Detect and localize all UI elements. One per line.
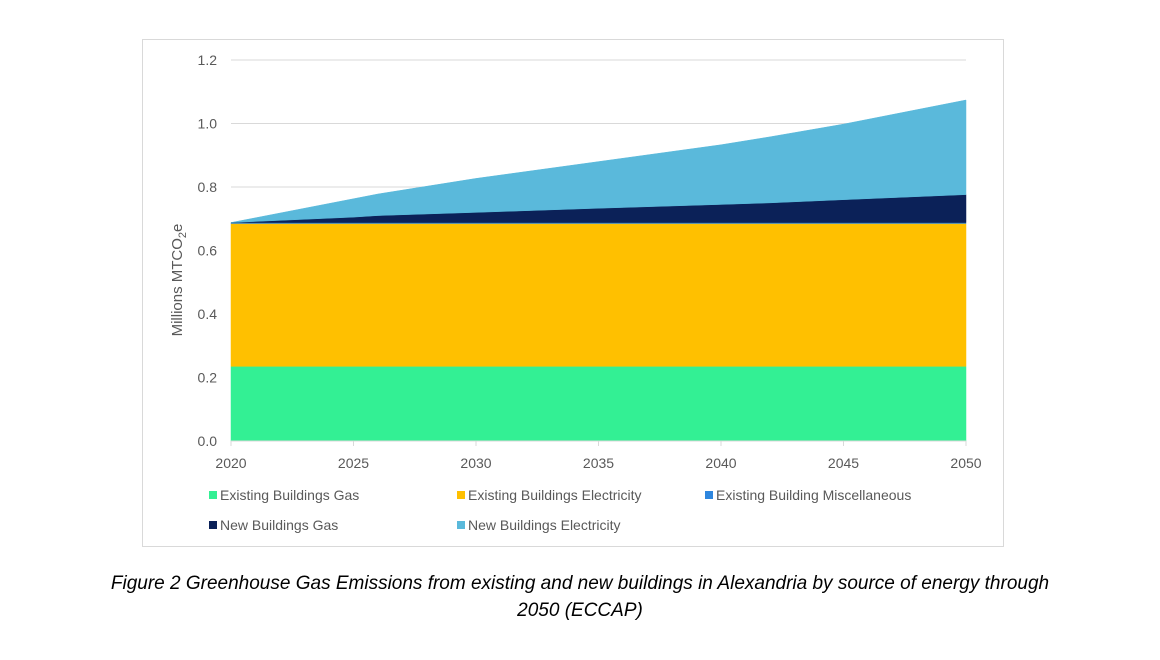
x-tick-label: 2035 xyxy=(583,455,614,471)
legend-swatch xyxy=(705,491,713,499)
area-existing-buildings-electricity xyxy=(230,223,967,367)
x-tick-label: 2050 xyxy=(950,455,981,471)
legend-swatch xyxy=(457,491,465,499)
x-tick-label: 2025 xyxy=(338,455,369,471)
legend-label: Existing Buildings Gas xyxy=(220,487,359,503)
y-axis-title-suffix: e xyxy=(169,224,186,232)
chart-frame: 0.0 0.2 0.4 0.6 0.8 1.0 1.2 2020 2025 2030 2035 20… xyxy=(142,39,1004,547)
legend-swatch xyxy=(457,521,465,529)
legend-label: Existing Building Miscellaneous xyxy=(716,487,911,503)
x-tick-label: 2020 xyxy=(215,455,246,471)
x-tick-label: 2030 xyxy=(460,455,491,471)
caption-line-2: 2050 (ECCAP) xyxy=(517,600,643,621)
x-tick-label: 2045 xyxy=(828,455,859,471)
y-tick-label: 1.2 xyxy=(198,52,218,68)
y-axis-title-subscript: 2 xyxy=(177,232,189,238)
y-axis-title-main: Millions MTCO xyxy=(169,238,186,336)
series-areas xyxy=(230,99,967,442)
legend-swatch xyxy=(209,521,217,529)
y-axis-ticks: 0.0 0.2 0.4 0.6 0.8 1.0 1.2 xyxy=(198,52,218,449)
y-tick-label: 0.6 xyxy=(198,243,218,259)
y-tick-label: 0.0 xyxy=(198,433,218,449)
x-tick-label: 2040 xyxy=(705,455,736,471)
legend-label: Existing Buildings Electricity xyxy=(468,487,642,503)
area-new-buildings-electricity xyxy=(230,99,967,223)
y-tick-label: 0.4 xyxy=(198,306,218,322)
legend-swatch xyxy=(209,491,217,499)
legend-label: New Buildings Electricity xyxy=(468,517,621,533)
figure-caption: Figure 2 Greenhouse Gas Emissions from e… xyxy=(0,570,1160,624)
legend-label: New Buildings Gas xyxy=(220,517,338,533)
area-existing-buildings-gas xyxy=(230,366,967,442)
y-tick-label: 0.2 xyxy=(198,370,218,386)
y-tick-label: 1.0 xyxy=(198,116,218,132)
area-chart: 0.00.20.40.60.81.01.2 2020 2025 2030 2035 20… xyxy=(169,52,982,533)
legend: Existing Buildings Gas Existing Buildings… xyxy=(209,487,911,533)
caption-line-1: Figure 2 Greenhouse Gas Emissions from e… xyxy=(110,573,1050,594)
x-axis-ticks: 2020 2025 2030 2035 2040 2045 2050 xyxy=(215,440,982,471)
y-axis-title: Millions MTCO2e xyxy=(169,224,189,337)
y-tick-label: 0.8 xyxy=(198,179,218,195)
